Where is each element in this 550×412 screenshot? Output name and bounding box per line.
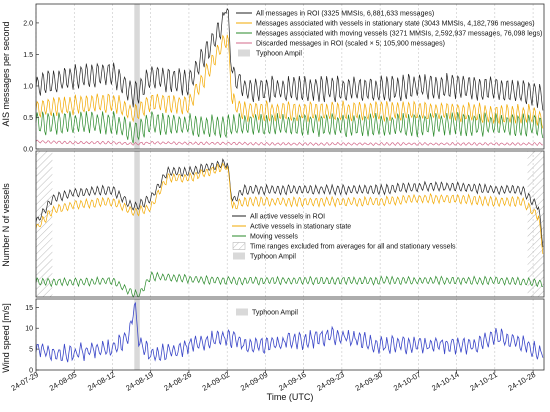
xtick-label-11: 24-10-14 <box>430 370 461 393</box>
xtick-label-5: 24-09-02 <box>201 370 232 393</box>
xtick-label-13: 24-10-28 <box>507 370 538 393</box>
legend2-label-typhoon: Typhoon Ampil <box>250 254 296 261</box>
excluded-range-1 <box>527 151 544 297</box>
legend1-label-moving: Messages associated with moving vessels … <box>256 31 542 38</box>
xtick-label-9: 24-09-30 <box>354 370 385 393</box>
xtick-label-0: 24-07-29 <box>9 370 40 393</box>
panel2-legend: All active vessels in ROI Active vessels… <box>232 214 456 261</box>
p1-ytick-label-0: 0.0 <box>23 147 33 154</box>
legend3-swatch-typhoon <box>236 308 248 316</box>
p1-typhoon-band <box>134 4 140 149</box>
panel1-legend: All messages in ROI (3325 MMSIs, 6,881,6… <box>236 11 542 58</box>
p1-series-a <box>35 8 544 111</box>
legend1-swatch-typhoon <box>238 49 250 57</box>
p3-series-a <box>35 302 544 363</box>
legend2-label-moving: Moving vessels <box>250 234 298 241</box>
xtick-label-3: 24-08-19 <box>124 370 155 393</box>
legend1-label-all: All messages in ROI (3325 MMSIs, 6,881,6… <box>256 11 434 18</box>
xtick-label-12: 24-10-21 <box>468 370 499 393</box>
p1-ytick-label-4: 2.0 <box>23 20 33 27</box>
p1-ytick-label-1: 0.5 <box>23 115 33 122</box>
p2-frame <box>35 150 545 298</box>
p2-series-a <box>35 158 544 248</box>
panel2-ylabel: Number N of vessels <box>1 183 11 267</box>
x-axis-label: Time (UTC) <box>267 392 314 402</box>
p1-series-b <box>35 34 544 129</box>
xtick-label-2: 24-08-12 <box>86 370 117 393</box>
legend2-swatch-excluded <box>232 242 246 250</box>
panel1-ylabel: AIS messages per second <box>1 21 11 126</box>
p1-ytick-label-2: 1.0 <box>23 83 33 90</box>
xtick-label-8: 24-09-23 <box>315 370 346 393</box>
legend1-label-stationary: Messages associated with vessels in stat… <box>256 21 535 28</box>
p3-ytick-label-1: 5 <box>29 347 33 354</box>
xtick-label-7: 24-09-16 <box>277 370 308 393</box>
p2-series-b <box>35 162 544 255</box>
xtick-label-6: 24-09-09 <box>239 370 270 393</box>
panel3-ylabel: Wind speed [m/s] <box>1 303 11 373</box>
legend1-label-typhoon: Typhoon Ampil <box>256 51 302 58</box>
legend3-label-typhoon: Typhoon Ampil <box>252 310 298 317</box>
legend2-label-all: All active vessels in ROI <box>250 214 325 221</box>
p2-typhoon-band <box>134 151 140 297</box>
xtick-label-4: 24-08-26 <box>162 370 193 393</box>
p3-ytick-label-2: 10 <box>25 326 33 333</box>
legend1-label-discarded: Discarded messages in ROI (scaled × 5; 1… <box>256 41 445 48</box>
p1-ytick-label-3: 1.5 <box>23 52 33 59</box>
p3-ytick-label-3: 15 <box>25 305 33 312</box>
p3-frame <box>35 298 545 371</box>
p1-series-c <box>35 111 544 144</box>
panel3-legend: Typhoon Ampil <box>236 308 298 317</box>
legend2-swatch-typhoon <box>233 252 245 260</box>
p1-frame <box>35 3 545 150</box>
p3-typhoon-band <box>134 299 140 370</box>
xtick-label-1: 24-08-05 <box>48 370 79 393</box>
legend2-label-excluded: Time ranges excluded from averages for a… <box>250 244 456 251</box>
excluded-range-0 <box>36 151 53 297</box>
p1-series-d <box>35 139 543 146</box>
p3-ytick-label-0: 0 <box>29 368 33 375</box>
p2-series-c <box>35 271 543 298</box>
xtick-label-10: 24-10-07 <box>392 370 423 393</box>
legend2-label-stationary: Active vessels in stationary state <box>250 224 351 231</box>
